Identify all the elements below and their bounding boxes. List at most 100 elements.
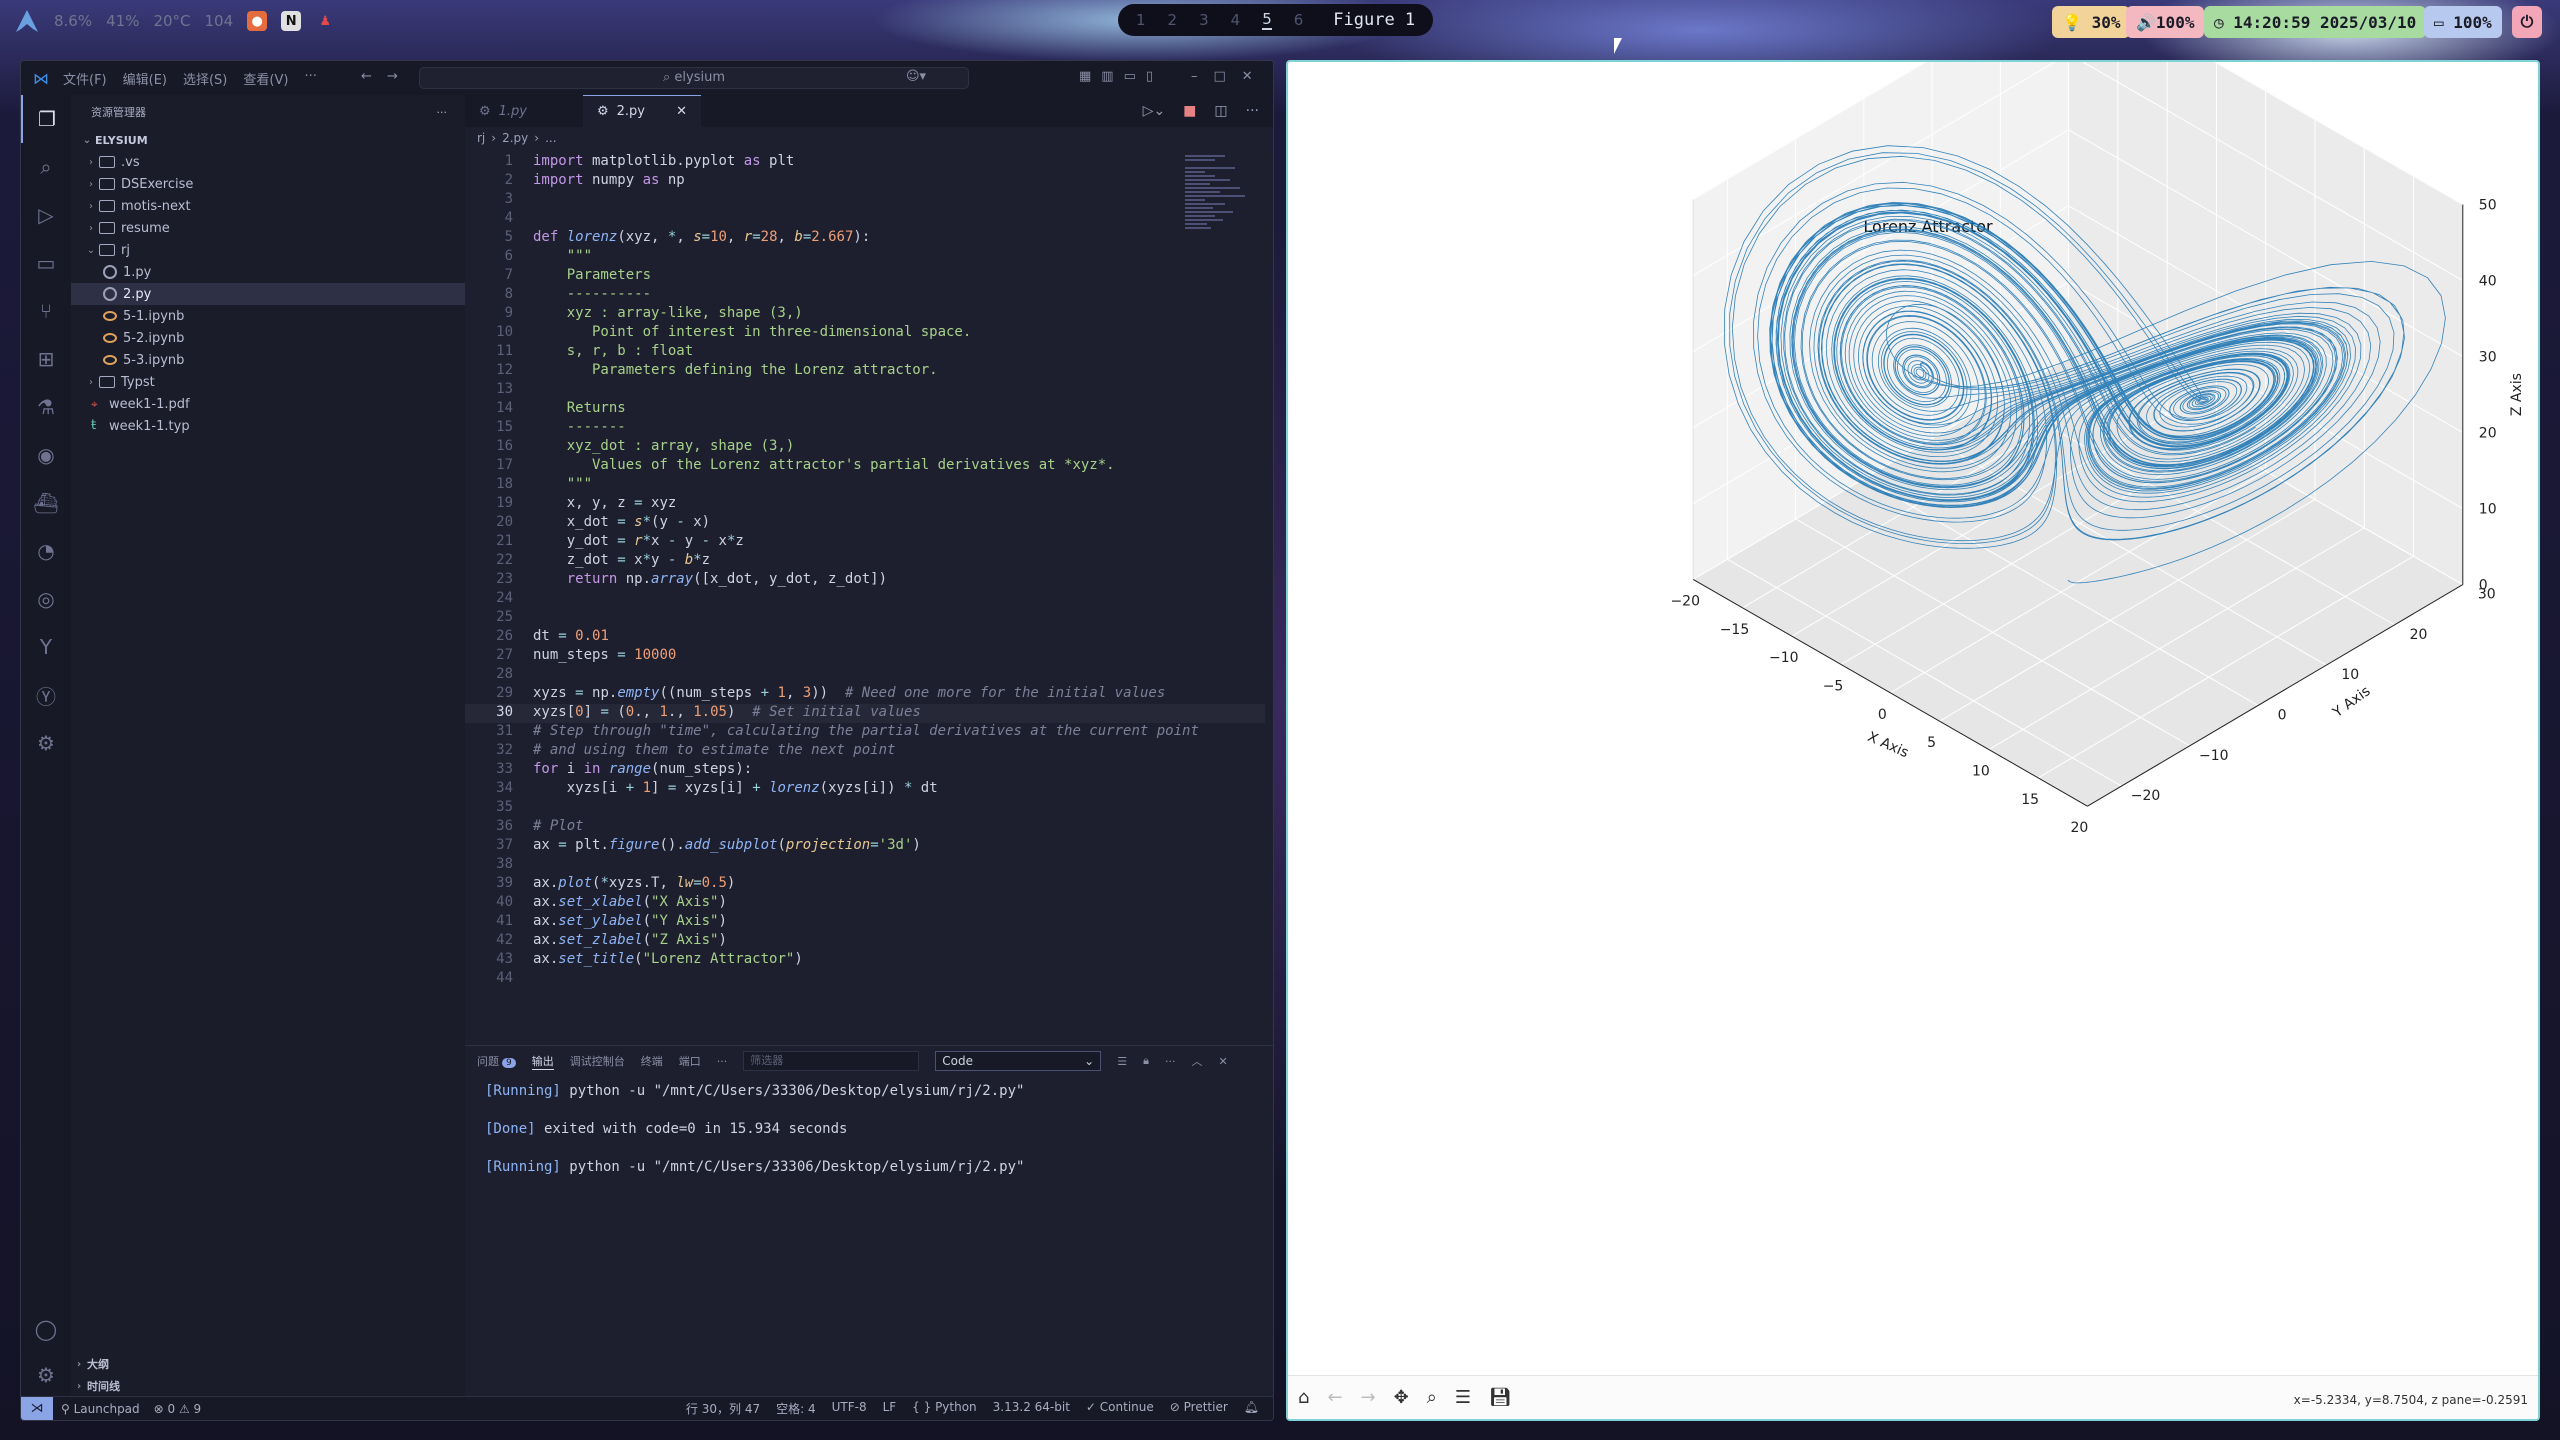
typst-preview-icon[interactable]: Ⓨ [36,684,56,709]
configure-subplots-icon[interactable]: ☰ [1454,1387,1471,1408]
search-icon[interactable]: ⌕ [40,155,52,179]
power-button[interactable]: ⏻ [2512,6,2542,38]
minimap[interactable] [1185,155,1265,275]
copilot-icon[interactable]: ☺▾ [906,69,927,84]
file-item[interactable]: 5-3.ipynb [71,349,465,371]
file-item[interactable]: 5-2.ipynb [71,327,465,349]
notion-icon[interactable]: N [281,11,302,31]
tab-1py[interactable]: ⚙ 1.py [479,103,528,119]
code-line[interactable]: # and using them to estimate the next po… [533,742,896,758]
code-line[interactable]: xyzs[0] = (0., 1., 1.05) # Set initial v… [533,704,921,720]
indentation[interactable]: 空格: 4 [776,1402,816,1416]
output-channel-select[interactable]: Code ⌄ [935,1051,1102,1071]
brightness-pill[interactable]: 💡 30% [2052,6,2131,38]
list-icon[interactable]: ☰ [1117,1054,1128,1068]
forward-icon[interactable]: → [1360,1387,1376,1408]
code-line[interactable]: num_steps = 10000 [533,647,677,663]
code-line[interactable]: Parameters [533,267,652,283]
language-mode[interactable]: { } Python [912,1400,977,1414]
tab-problems[interactable]: 问题 9 [477,1053,516,1069]
tab-more[interactable]: ··· [716,1054,728,1068]
workspace-5[interactable]: 5 [1262,10,1272,30]
maximize-panel-icon[interactable]: ︿ [1191,1055,1203,1068]
close-panel-icon[interactable]: ✕ [1218,1054,1228,1068]
tab-output[interactable]: 输出 [531,1054,554,1070]
code-line[interactable]: Values of the Lorenz attractor's partial… [533,457,1115,473]
code-line[interactable]: xyzs[i + 1] = xyzs[i] + lorenz(xyzs[i]) … [533,780,938,796]
file-item[interactable]: ŧ week1-1.typ [71,415,465,437]
code-line[interactable]: Returns [533,400,626,416]
code-line[interactable]: """ [533,476,593,492]
code-line[interactable]: import matplotlib.pyplot as plt [533,153,795,169]
code-line[interactable]: xyz_dot : array, shape (3,) [533,438,795,454]
source-control-icon[interactable]: ⑂ [40,299,52,323]
file-item[interactable]: 2.py [71,283,465,305]
pan-icon[interactable]: ✥ [1393,1387,1409,1408]
tab-2py[interactable]: ⚙ 2.py ✕ [583,95,701,127]
home-icon[interactable]: ⌂ [1298,1387,1310,1408]
folder-item[interactable]: ⌄ rj [71,239,465,261]
folder-item[interactable]: › Typst [71,371,465,393]
python-interpreter[interactable]: 3.13.2 64-bit [992,1400,1070,1414]
output-log[interactable]: [Running] python -u "/mnt/C/Users/33306/… [465,1076,1273,1177]
menu-selection[interactable]: 选择(S) [182,72,228,88]
code-line[interactable]: ax.set_xlabel("X Axis") [533,894,727,910]
code-line[interactable]: """ [533,248,593,264]
launchpad-item[interactable]: ⚲ Launchpad [61,1401,140,1416]
cursor-position[interactable]: 行 30，列 47 [685,1402,761,1416]
zoom-icon[interactable]: ⌕ [1426,1387,1437,1408]
clock-pill[interactable]: ◷ 14:20:59 2025/03/10 [2204,6,2427,38]
code-line[interactable]: for i in range(num_steps): [533,761,753,777]
code-line[interactable]: dt = 0.01 [533,628,609,644]
code-line[interactable]: x, y, z = xyz [533,495,677,511]
menu-view[interactable]: 查看(V) [243,72,289,88]
settings-gear-icon[interactable]: ⚙ [37,1363,55,1387]
code-line[interactable]: x_dot = s*(y - x) [533,514,711,530]
stop-icon[interactable]: ■ [1183,103,1197,119]
close-tab-icon[interactable]: ✕ [676,104,687,119]
continue-status[interactable]: ✓ Continue [1085,1400,1154,1414]
workspace-4[interactable]: 4 [1230,11,1241,29]
more-icon[interactable]: ··· [1164,1054,1176,1068]
code-line[interactable]: s, r, b : float [533,343,694,359]
extensions-icon[interactable]: ⊞ [37,347,55,371]
workspace-1[interactable]: 1 [1136,11,1146,29]
code-line[interactable]: def lorenz(xyz, *, s=10, r=28, b=2.667): [533,229,871,245]
tab-debug-console[interactable]: 调试控制台 [569,1055,625,1068]
folder-item[interactable]: › DSExercise [71,173,465,195]
back-icon[interactable]: ← [1327,1387,1343,1408]
battery-pill[interactable]: ▭ 100% [2424,6,2502,38]
qq-icon[interactable]: ♟ [319,13,331,29]
code-line[interactable]: ---------- [533,286,652,302]
docker-icon[interactable]: ⛴ [33,491,59,515]
window-controls[interactable]: –□✕ [1191,69,1269,84]
code-line[interactable]: ax.set_title("Lorenz Attractor") [533,951,803,967]
prettier-status[interactable]: ⊘ Prettier [1169,1400,1228,1414]
code-line[interactable]: import numpy as np [533,172,685,188]
code-line[interactable]: ax.set_zlabel("Z Axis") [533,932,727,948]
file-item[interactable]: 5-1.ipynb [71,305,465,327]
volume-pill[interactable]: 🔊 100% [2126,6,2205,38]
forward-arrow-icon[interactable]: → [387,69,398,84]
run-debug-icon[interactable]: ▷ [38,203,54,227]
github-icon[interactable]: ◉ [37,443,55,467]
folder-item[interactable]: › motis-next [71,195,465,217]
more-actions-icon[interactable]: ··· [436,105,448,119]
code-line[interactable]: return np.array([x_dot, y_dot, z_dot]) [566,571,888,587]
command-center-search[interactable]: ⌕ elysium [419,67,969,89]
workspace-root[interactable]: ⌄ ELYSIUM [71,129,465,151]
file-item[interactable]: ⌖ week1-1.pdf [71,393,465,415]
tab-terminal[interactable]: 终端 [640,1055,663,1068]
code-line[interactable]: z_dot = x*y - b*z [533,552,711,568]
arch-logo-icon[interactable] [14,8,40,34]
code-line[interactable]: # Step through "time", calculating the p… [533,723,1199,739]
testing-icon[interactable]: ⚗ [37,395,55,419]
split-editor-icon[interactable]: ◫ [1214,103,1228,119]
explorer-icon[interactable]: ❐ [21,95,71,143]
workspace-2[interactable]: 2 [1167,11,1178,29]
code-line[interactable]: ax.plot(*xyzs.T, lw=0.5) [533,875,736,891]
problems-status[interactable]: ⊗ 0 ⚠ 9 [153,1401,202,1416]
workspace-6[interactable]: 6 [1293,11,1304,29]
code-line[interactable]: Point of interest in three-dimensional s… [533,324,972,340]
code-line[interactable]: Parameters defining the Lorenz attractor… [533,362,938,378]
